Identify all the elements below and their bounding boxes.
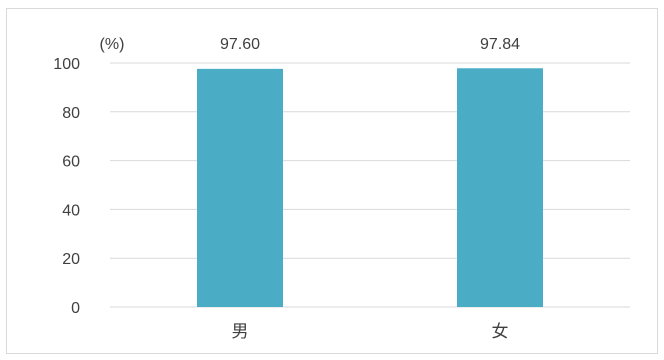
x-tick-label: 男 bbox=[232, 322, 249, 341]
y-tick-labels: 0 20 40 60 80 100 bbox=[53, 56, 80, 317]
data-labels: 97.60 97.84 bbox=[220, 36, 520, 53]
y-unit-label: (%) bbox=[100, 36, 125, 53]
data-label: 97.60 bbox=[220, 36, 260, 53]
chart-frame bbox=[6, 8, 658, 354]
bar bbox=[197, 68, 283, 307]
data-label: 97.84 bbox=[480, 36, 520, 53]
x-tick-labels: 男女 bbox=[232, 322, 509, 341]
gridlines bbox=[110, 62, 630, 308]
y-tick-label: 60 bbox=[62, 154, 80, 171]
y-tick-label: 20 bbox=[62, 251, 80, 268]
bar bbox=[457, 68, 543, 307]
y-tick-label: 40 bbox=[62, 202, 80, 219]
bars bbox=[197, 68, 543, 307]
y-tick-label: 0 bbox=[71, 300, 80, 317]
x-tick-label: 女 bbox=[492, 322, 509, 341]
y-tick-label: 100 bbox=[53, 56, 80, 73]
y-tick-label: 80 bbox=[62, 105, 80, 122]
